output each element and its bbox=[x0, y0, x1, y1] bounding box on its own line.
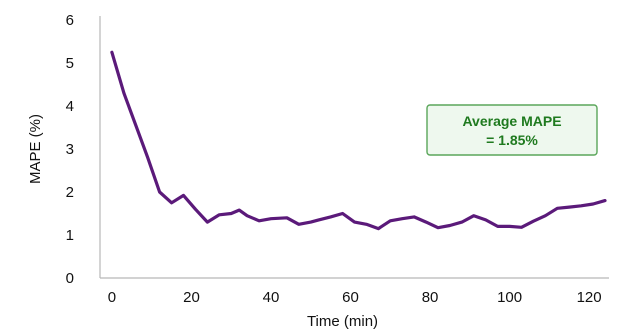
annotation-line-2: = 1.85% bbox=[486, 132, 538, 148]
y-tick-label: 5 bbox=[66, 55, 74, 72]
y-tick-label: 4 bbox=[66, 98, 74, 115]
x-tick-label: 20 bbox=[183, 289, 200, 306]
y-tick-label: 1 bbox=[66, 227, 74, 244]
annotation-line-1: Average MAPE bbox=[462, 113, 561, 129]
series-line-mape bbox=[110, 50, 607, 231]
x-tick-labels: 0 20 40 60 80 100 120 bbox=[108, 289, 602, 306]
x-tick-label: 100 bbox=[497, 289, 522, 306]
x-tick-label: 0 bbox=[108, 289, 116, 306]
x-axis-title: Time (min) bbox=[307, 313, 378, 330]
x-tick-label: 40 bbox=[263, 289, 280, 306]
y-tick-label: 6 bbox=[66, 12, 74, 29]
y-axis-title: MAPE (%) bbox=[27, 114, 44, 184]
x-tick-label: 120 bbox=[577, 289, 602, 306]
axes bbox=[99, 16, 609, 279]
y-tick-labels: 0 1 2 3 4 5 6 bbox=[66, 12, 74, 287]
y-tick-label: 2 bbox=[66, 184, 74, 201]
annotation-box bbox=[426, 104, 598, 156]
x-tick-label: 80 bbox=[422, 289, 439, 306]
x-tick-label: 60 bbox=[342, 289, 359, 306]
y-tick-label: 3 bbox=[66, 141, 74, 158]
y-tick-label: 0 bbox=[66, 270, 74, 287]
average-mape-annotation: Average MAPE = 1.85% bbox=[426, 104, 598, 156]
